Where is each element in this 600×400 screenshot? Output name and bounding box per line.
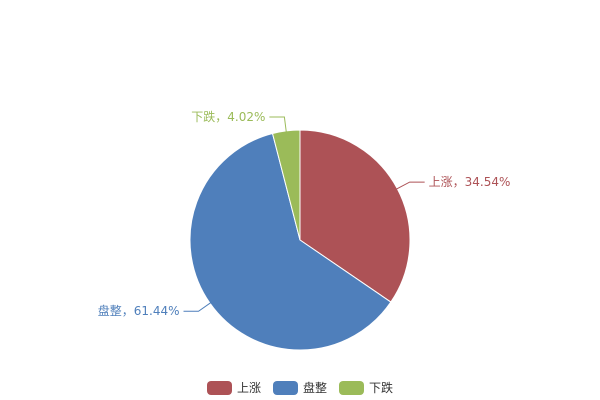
legend-label: 下跌 <box>369 381 394 395</box>
legend-label: 上涨 <box>236 381 261 395</box>
legend-swatch <box>339 380 364 395</box>
legend: 上涨 盘整 下跌 <box>0 379 600 396</box>
legend-item-1[interactable]: 盘整 <box>272 379 327 396</box>
label-line-0 <box>395 181 425 191</box>
legend-item-0[interactable]: 上涨 <box>206 379 261 396</box>
label-line-1 <box>183 301 212 312</box>
data-label-0: 上涨，34.54% <box>429 174 511 189</box>
legend-item-2[interactable]: 下跌 <box>339 379 393 396</box>
legend-swatch <box>206 380 232 395</box>
label-line-2 <box>269 116 287 133</box>
legend-label: 盘整 <box>302 381 327 395</box>
data-label-1: 盘整，61.44% <box>98 303 180 318</box>
data-label-2: 下跌，4.02% <box>191 109 265 124</box>
legend-swatch <box>272 380 298 395</box>
